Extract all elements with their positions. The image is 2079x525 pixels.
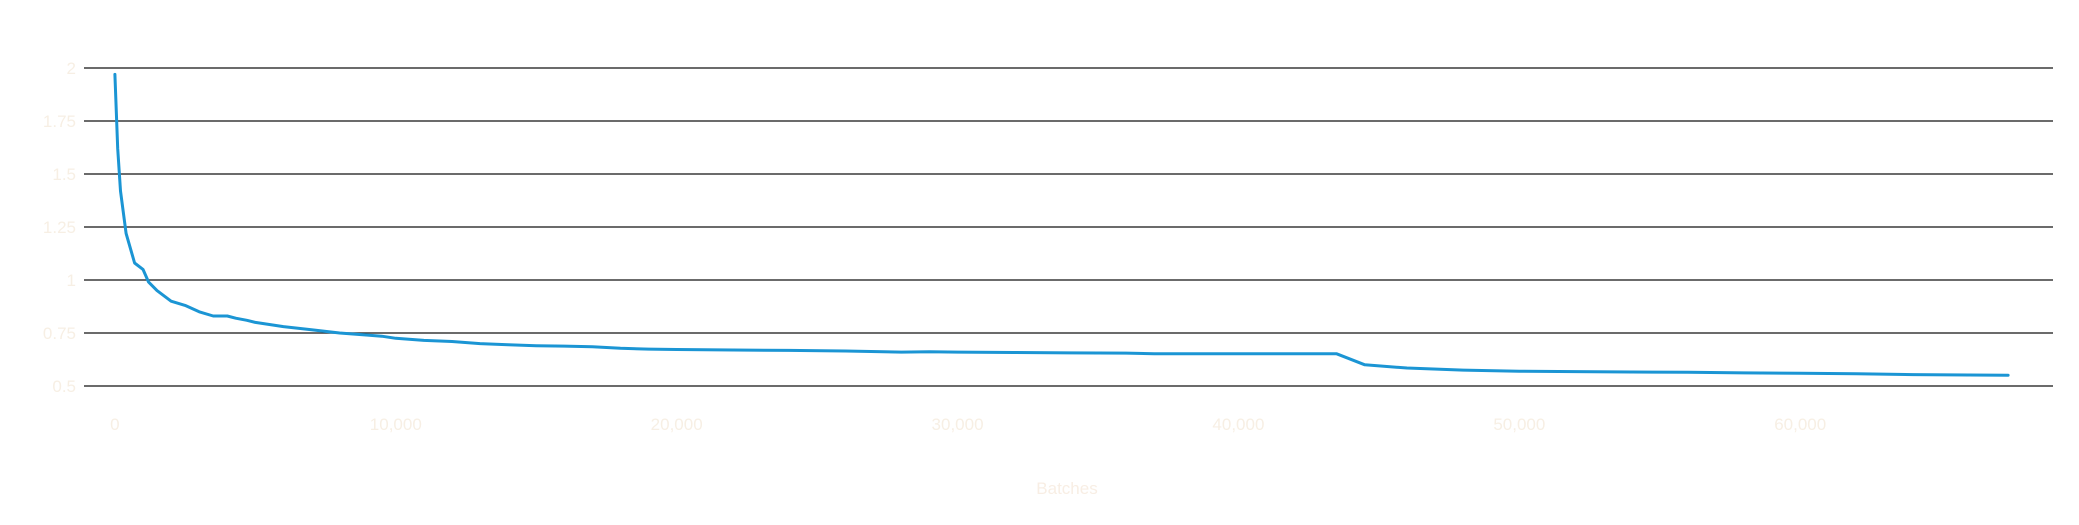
series-lines — [113, 72, 2010, 377]
x-tick-label: 50,000 — [1493, 415, 1545, 434]
y-tick-label: 1.5 — [52, 165, 76, 184]
x-tick-label: 20,000 — [651, 415, 703, 434]
grid-lines — [84, 67, 2053, 387]
y-tick-label: 0.5 — [52, 377, 76, 396]
y-tick-label: 1.25 — [43, 218, 76, 237]
x-tick-label: 40,000 — [1212, 415, 1264, 434]
series-line — [113, 72, 2010, 377]
y-tick-label: 2 — [67, 59, 76, 78]
y-tick-label: 1 — [67, 271, 76, 290]
x-tick-label: 30,000 — [932, 415, 984, 434]
y-axis-tick-labels: 2 1.75 1.5 1.25 1 0.75 0.5 — [43, 59, 76, 396]
x-tick-label: 10,000 — [370, 415, 422, 434]
x-axis-label: Batches — [1036, 479, 1097, 498]
x-tick-label: 0 — [110, 415, 119, 434]
y-tick-label: 1.75 — [43, 112, 76, 131]
y-tick-label: 0.75 — [43, 324, 76, 343]
x-tick-label: 60,000 — [1774, 415, 1826, 434]
x-axis-tick-labels: 0 10,000 20,000 30,000 40,000 50,000 60,000 — [110, 415, 1826, 434]
